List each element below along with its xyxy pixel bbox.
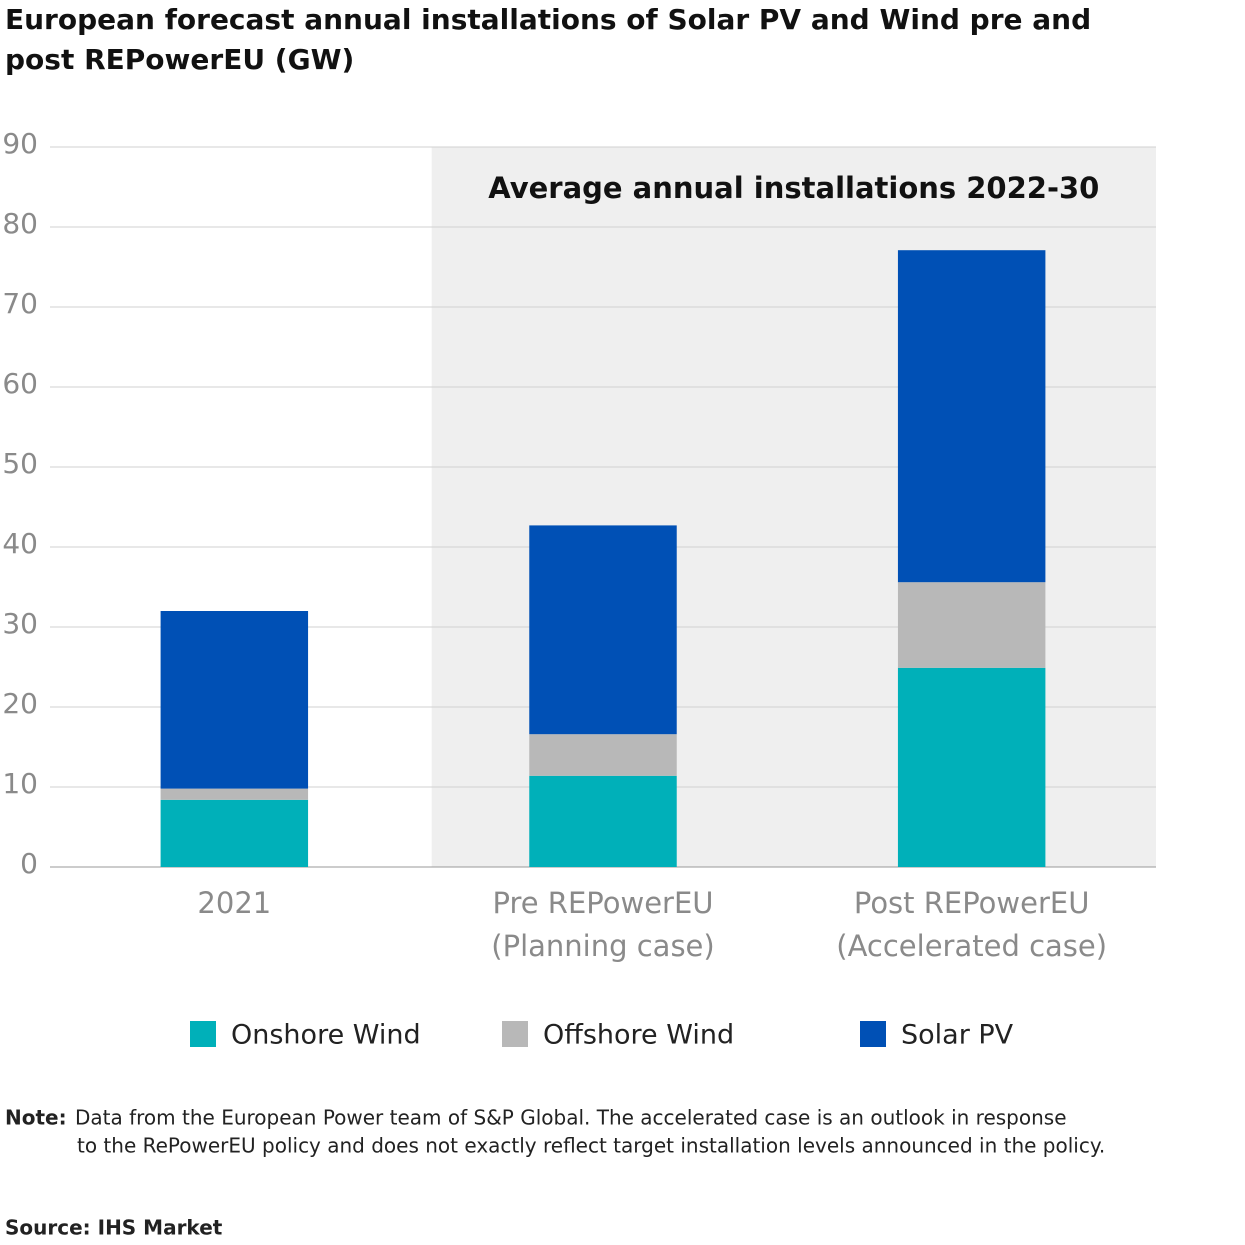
bar-segment [897,667,1046,867]
source: Source: IHS Market [5,1216,223,1240]
y-tick-label: 0 [20,847,38,880]
y-tick-label: 60 [2,367,38,400]
bar-segment [529,775,677,867]
legend-swatch [860,1021,886,1047]
legend-label: Solar PV [901,1020,1014,1051]
x-tick-label: Post REPowerEU [854,886,1090,920]
bar-segment [160,788,309,800]
note-label: Note: [5,1106,67,1130]
legend-swatch [190,1021,216,1047]
legend-swatch [502,1021,528,1047]
y-tick-label: 30 [2,607,38,640]
y-tick-label: 80 [2,207,38,240]
bar-segment [897,582,1046,668]
legend-label: Onshore Wind [231,1020,421,1051]
y-tick-label: 70 [2,287,38,320]
bar-segment [160,611,309,789]
y-tick-label: 20 [2,687,38,720]
x-tick-label: (Accelerated case) [836,929,1107,963]
note-text: Data from the European Power team of S&P… [75,1106,1067,1130]
chart-title: European forecast annual installations o… [5,3,1092,76]
bar-segment [160,799,309,867]
y-tick-label: 10 [2,767,38,800]
y-tick-label: 50 [2,447,38,480]
bar-segment [529,525,677,735]
y-tick-label: 90 [2,127,38,160]
note-text: to the RePowerEU policy and does not exa… [77,1134,1105,1158]
x-tick-label: (Planning case) [491,929,714,963]
legend-label: Offshore Wind [543,1020,734,1051]
bar-segment [529,734,677,776]
bar-segment [897,250,1046,583]
x-tick-label: Pre REPowerEU [492,886,713,920]
y-tick-label: 40 [2,527,38,560]
x-tick-label: 2021 [197,886,271,920]
annotation: Average annual installations 2022-30 [488,171,1099,205]
